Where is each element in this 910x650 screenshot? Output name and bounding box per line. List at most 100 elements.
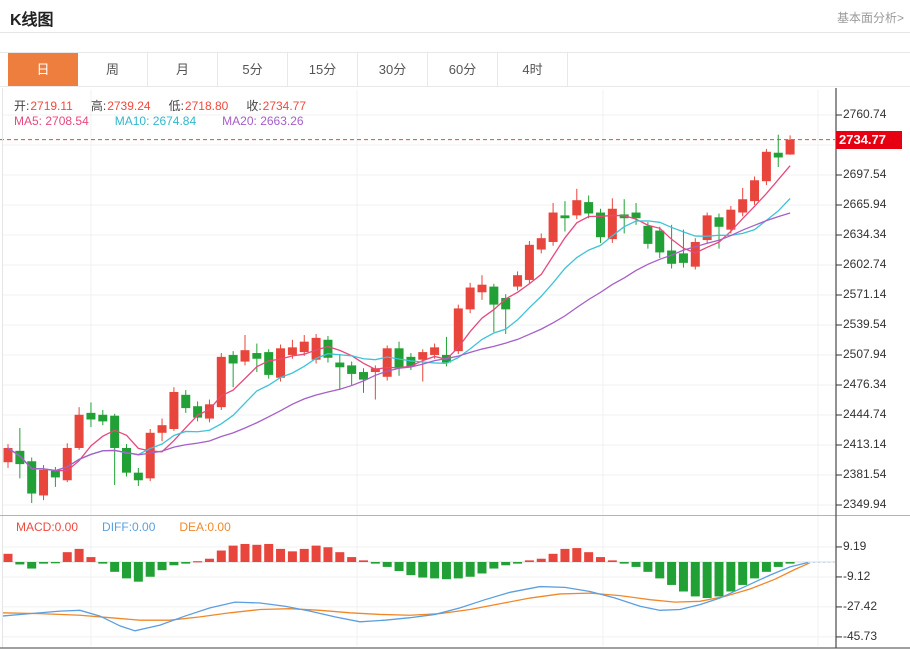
macd-bar (216, 550, 226, 562)
macd-bar (536, 558, 546, 562)
macd-bar (738, 562, 748, 585)
tab-5min[interactable]: 5分 (218, 53, 288, 86)
candle-body (86, 412, 96, 420)
candle-body (98, 414, 108, 422)
macd-bar (607, 560, 617, 562)
candle-body (477, 284, 487, 293)
ohlc-open: 开:2719.11 (14, 99, 73, 113)
candle-body (785, 139, 795, 155)
macd-bar (548, 553, 558, 562)
macd-bar (702, 562, 712, 599)
macd-axis-label: -45.73 (843, 628, 878, 643)
candle-body (122, 447, 131, 473)
macd-bar (157, 562, 167, 571)
candle-body (513, 275, 523, 287)
diff-value: DIFF:0.00 (102, 520, 156, 534)
tab-30min[interactable]: 30分 (358, 53, 428, 86)
macd-bar (287, 551, 297, 562)
macd-bar (204, 558, 214, 562)
ma5-readout: MA5: 2708.54 (14, 114, 89, 128)
macd-bar (501, 562, 511, 566)
macd-bar (418, 562, 428, 578)
candle-body (560, 215, 570, 219)
macd-bar (560, 548, 570, 562)
macd-bar (655, 562, 665, 579)
macd-bar (465, 562, 475, 577)
macd-bar (311, 545, 321, 562)
candle-body (110, 415, 120, 448)
tab-60min[interactable]: 60分 (428, 53, 498, 86)
dea-value: DEA:0.00 (179, 520, 231, 534)
page-title: K线图 (10, 12, 54, 29)
macd-bar (252, 544, 262, 562)
price-axis-label: 2571.14 (843, 287, 887, 301)
candle-body (252, 353, 262, 359)
page-header: K线图 基本面分析> (0, 0, 910, 40)
macd-bar (370, 562, 380, 564)
ohlc-close: 收:2734.77 (246, 99, 307, 113)
price-axis-label: 2381.54 (843, 467, 887, 481)
macd-bar (477, 562, 487, 574)
macd-bar (299, 548, 309, 562)
candle-body (619, 214, 629, 219)
candle-body (548, 212, 558, 242)
candle-body (157, 425, 167, 433)
macd-bar (122, 562, 131, 579)
tab-week[interactable]: 周 (78, 53, 148, 86)
candle-body (299, 341, 309, 353)
macd-value: MACD:0.00 (16, 520, 79, 534)
macd-axis-label: 9.19 (843, 538, 867, 553)
price-axis-label: 2444.74 (843, 407, 887, 421)
macd-bar (347, 557, 357, 562)
candle-body (15, 450, 25, 465)
macd-bar (690, 562, 700, 597)
candle-body (394, 348, 404, 369)
macd-readout: MACD:0.00 DIFF:0.00 DEA:0.00 (16, 520, 231, 534)
candle-body (430, 347, 440, 355)
candle-body (39, 469, 49, 496)
diff-line (1, 561, 809, 632)
price-axis-label: 2697.54 (843, 167, 887, 181)
macd-bar (430, 562, 440, 579)
candle-body (240, 350, 250, 362)
ohlc-readout: 开:2719.11 高:2739.24 低:2718.80 收:2734.77 (14, 97, 306, 114)
tab-month[interactable]: 月 (148, 53, 218, 86)
macd-bar (678, 562, 688, 592)
macd-bar (359, 560, 368, 562)
candle-body (702, 215, 712, 241)
macd-bar (406, 562, 416, 576)
macd-bar (228, 545, 238, 562)
tab-4hour[interactable]: 4时 (498, 53, 568, 86)
macd-bar (750, 562, 760, 579)
candle-body (62, 447, 72, 481)
tab-15min[interactable]: 15分 (288, 53, 358, 86)
ohlc-low: 低:2718.80 (168, 99, 229, 113)
price-axis-label: 2634.34 (843, 227, 887, 241)
candle-body (323, 339, 333, 358)
macd-bar (110, 562, 120, 572)
macd-bar (453, 562, 463, 579)
candle-body (311, 337, 321, 360)
candle-body (133, 472, 143, 481)
candle-body (145, 432, 155, 479)
candle-body (607, 208, 617, 240)
fundamental-analysis-link[interactable]: 基本面分析> (836, 11, 904, 25)
macd-bar (50, 562, 60, 564)
interval-tabs: 日 周 月 5分 15分 30分 60分 4时 (0, 52, 910, 87)
candle-body (3, 447, 13, 463)
candle-body (169, 391, 179, 429)
candle-body (216, 356, 226, 408)
candle-body (382, 348, 392, 377)
candle-body (489, 286, 499, 305)
candle-body (287, 347, 297, 355)
macd-bar (726, 562, 736, 592)
macd-bar (3, 553, 13, 562)
candle-body (643, 225, 653, 244)
macd-bar (441, 562, 451, 580)
macd-bar (489, 562, 499, 569)
candle-body (347, 365, 357, 374)
price-axis-label: 2349.94 (843, 497, 887, 511)
candle-body (228, 354, 238, 364)
tab-day[interactable]: 日 (8, 53, 78, 86)
